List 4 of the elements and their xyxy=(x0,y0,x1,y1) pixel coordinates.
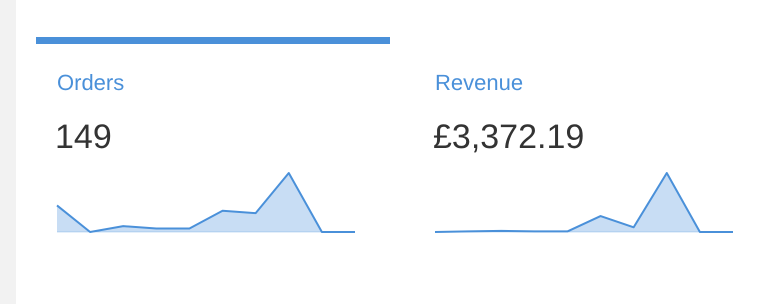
chart-title: Revenue xyxy=(435,70,524,95)
chart-subtitle: £3,372.19 xyxy=(433,118,584,156)
chart-subtitle: 149 xyxy=(55,118,112,156)
chart-title: Orders xyxy=(57,70,124,95)
